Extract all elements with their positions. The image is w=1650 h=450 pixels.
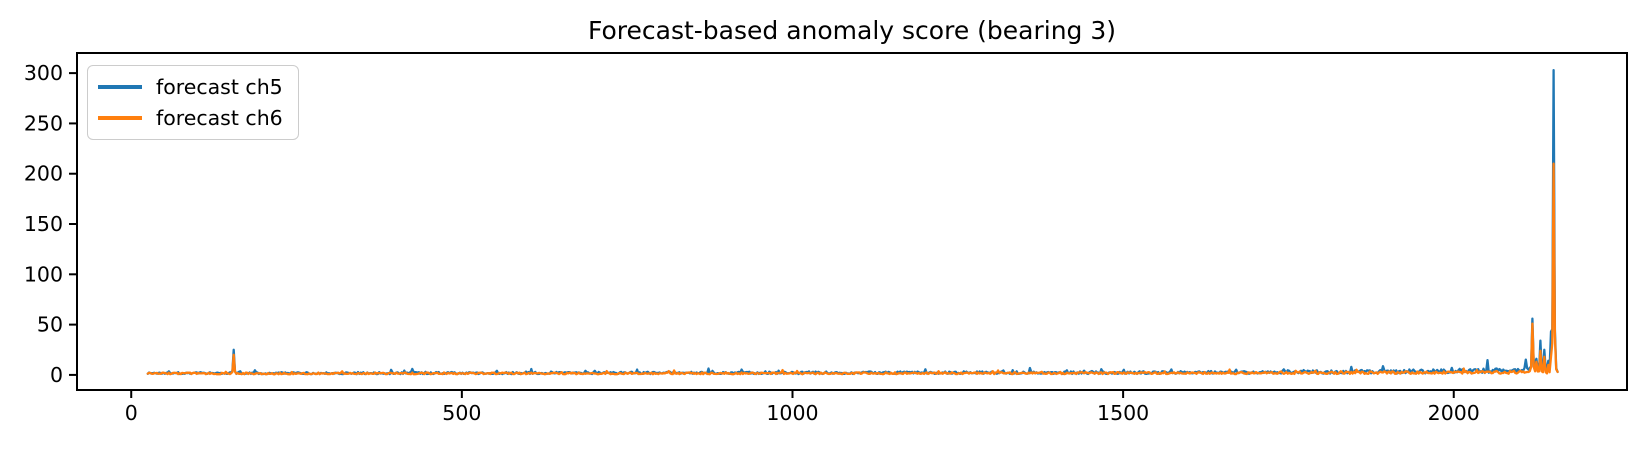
- x-tick-label: 2000: [1428, 401, 1480, 425]
- legend-line-sample-ch5: [98, 85, 142, 89]
- chart-title: Forecast-based anomaly score (bearing 3): [587, 16, 1117, 45]
- y-tick-label: 300: [24, 61, 63, 85]
- y-tick-label: 50: [37, 313, 63, 337]
- y-tick-label: 100: [24, 262, 63, 286]
- legend-entry-ch6: forecast ch6: [98, 104, 283, 132]
- y-tick-label: 150: [24, 212, 63, 236]
- x-tick-label: 500: [442, 401, 481, 425]
- legend: forecast ch5 forecast ch6: [87, 65, 299, 140]
- x-tick-label: 1500: [1097, 401, 1149, 425]
- series-line-ch5: [146, 68, 1559, 376]
- legend-label-ch6: forecast ch6: [156, 106, 283, 130]
- y-tick-label: 250: [24, 111, 63, 135]
- plot-border: [76, 52, 1628, 391]
- legend-entry-ch5: forecast ch5: [98, 73, 283, 101]
- y-tick-label: 0: [50, 363, 63, 387]
- x-tick-label: 1000: [766, 401, 818, 425]
- legend-line-sample-ch6: [98, 116, 142, 120]
- y-tick-label: 200: [24, 162, 63, 186]
- x-tick-label: 0: [125, 401, 138, 425]
- series-line-ch6: [146, 162, 1559, 376]
- legend-label-ch5: forecast ch5: [156, 75, 283, 99]
